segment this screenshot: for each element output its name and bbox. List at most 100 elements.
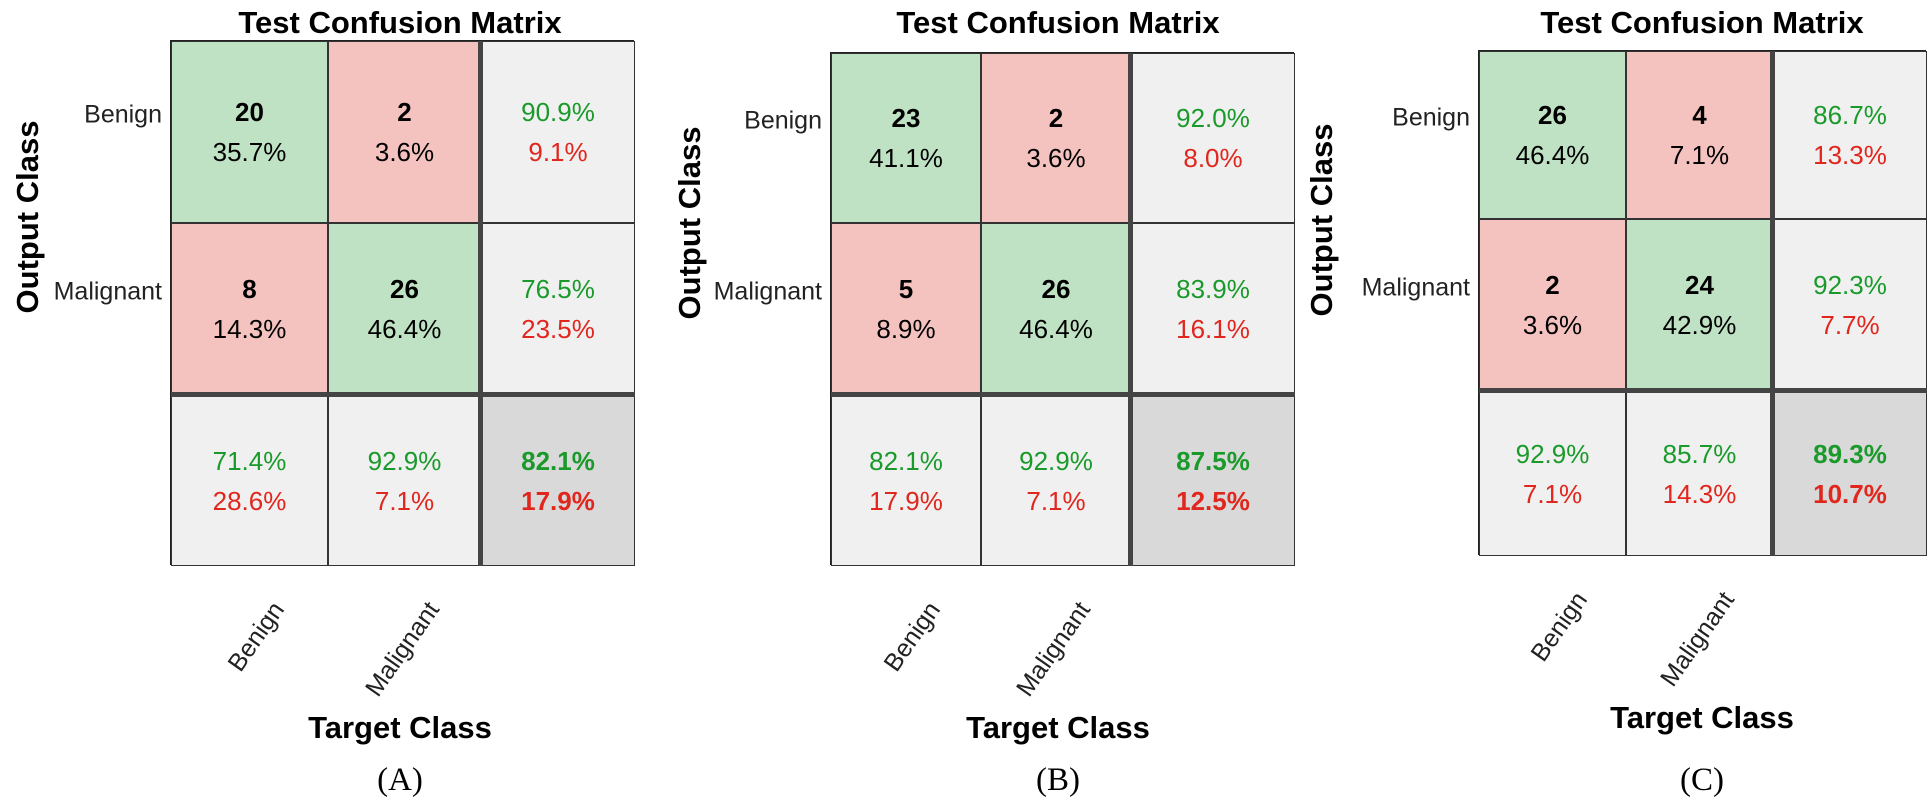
- correct-cell: 24 42.9%: [1626, 219, 1773, 391]
- error-rate-value: 8.0%: [1183, 143, 1243, 173]
- recall-value: 82.1%: [869, 445, 943, 476]
- recall-value: 92.9%: [1515, 438, 1590, 469]
- cell-percentage: 42.9%: [1662, 310, 1737, 340]
- cell-count: 8: [242, 274, 257, 304]
- column-tick-label: Malignant: [1654, 586, 1740, 692]
- cell-percentage: 46.4%: [1019, 314, 1093, 344]
- cell-count: 5: [898, 274, 914, 304]
- chart-title: Test Confusion Matrix: [1540, 5, 1864, 40]
- y-axis-label: Output Class: [1304, 123, 1339, 317]
- column-summary-cell: 92.9% 7.1%: [1479, 391, 1626, 556]
- row-summary-cell: 90.9% 9.1%: [481, 41, 635, 223]
- row-tick-label: Benign: [84, 100, 162, 129]
- error-cell: 5 8.9%: [831, 223, 981, 395]
- row-summary-cell: 92.3% 7.7%: [1773, 219, 1927, 391]
- row-summary-cell: 86.7% 13.3%: [1773, 51, 1927, 219]
- overall-error-value: 12.5%: [1176, 485, 1250, 516]
- error-rate-value: 9.1%: [528, 137, 588, 167]
- miss-rate-value: 7.1%: [374, 485, 435, 516]
- error-cell: 2 3.6%: [981, 53, 1131, 223]
- cell-count: 2: [1545, 270, 1560, 300]
- miss-rate-value: 14.3%: [1662, 478, 1737, 509]
- column-summary-cell: 92.9% 7.1%: [328, 395, 481, 566]
- cell-percentage: 46.4%: [1515, 140, 1590, 170]
- confusion-matrix-grid: 26 46.4% 4 7.1% 2 3.6% 24 42.9% 86.7% 13.3% 92.3% 7…: [1478, 50, 1927, 556]
- panel-caption: (A): [377, 762, 423, 798]
- error-cell: 2 3.6%: [328, 41, 481, 223]
- chart-title: Test Confusion Matrix: [896, 5, 1220, 40]
- summary-separator-horizontal: [171, 392, 635, 397]
- cell-percentage: 3.6%: [1522, 310, 1583, 340]
- row-tick-label: Malignant: [1361, 273, 1470, 302]
- confusion-matrix-grid: 23 41.1% 2 3.6% 5 8.9% 26 46.4% 92.0% 8.0% 83.9% 16…: [830, 52, 1295, 566]
- panel-caption: (B): [1036, 762, 1080, 798]
- row-tick-label: Benign: [744, 106, 822, 135]
- x-axis-label: Target Class: [308, 710, 492, 745]
- error-rate-value: 13.3%: [1813, 140, 1887, 170]
- cell-count: 26: [1538, 100, 1567, 130]
- correct-cell: 23 41.1%: [831, 53, 981, 223]
- cell-percentage: 3.6%: [374, 137, 435, 167]
- summary-separator-horizontal: [831, 392, 1295, 397]
- cell-percentage: 8.9%: [876, 314, 936, 344]
- miss-rate-value: 28.6%: [212, 485, 287, 516]
- miss-rate-value: 7.1%: [1522, 478, 1583, 509]
- error-rate-value: 23.5%: [521, 314, 595, 344]
- overall-accuracy-cell: 82.1% 17.9%: [481, 395, 635, 566]
- miss-rate-value: 7.1%: [1026, 485, 1086, 516]
- cell-count: 2: [1048, 103, 1064, 133]
- x-axis-label: Target Class: [1610, 700, 1794, 735]
- column-summary-cell: 85.7% 14.3%: [1626, 391, 1773, 556]
- column-tick-label: Benign: [1524, 586, 1593, 667]
- summary-separator-vertical: [478, 41, 483, 566]
- overall-error-value: 17.9%: [521, 485, 595, 516]
- correct-cell: 26 46.4%: [1479, 51, 1626, 219]
- recall-value: 85.7%: [1662, 438, 1737, 469]
- precision-value: 92.3%: [1813, 270, 1887, 300]
- cell-count: 24: [1685, 270, 1714, 300]
- summary-separator-vertical: [1770, 51, 1775, 556]
- row-tick-label: Malignant: [53, 277, 162, 306]
- cell-count: 26: [1041, 274, 1071, 304]
- chart-title: Test Confusion Matrix: [238, 5, 562, 40]
- x-axis-label: Target Class: [966, 710, 1150, 745]
- error-cell: 8 14.3%: [171, 223, 328, 395]
- correct-cell: 26 46.4%: [328, 223, 481, 395]
- overall-accuracy-value: 87.5%: [1176, 445, 1250, 476]
- error-cell: 4 7.1%: [1626, 51, 1773, 219]
- error-rate-value: 7.7%: [1820, 310, 1880, 340]
- correct-cell: 26 46.4%: [981, 223, 1131, 395]
- precision-value: 83.9%: [1176, 274, 1250, 304]
- overall-error-value: 10.7%: [1813, 478, 1887, 509]
- recall-value: 71.4%: [212, 445, 287, 476]
- column-summary-cell: 71.4% 28.6%: [171, 395, 328, 566]
- overall-accuracy-cell: 87.5% 12.5%: [1131, 395, 1295, 566]
- error-cell: 2 3.6%: [1479, 219, 1626, 391]
- cell-count: 23: [891, 103, 921, 133]
- precision-value: 76.5%: [521, 274, 595, 304]
- row-summary-cell: 76.5% 23.5%: [481, 223, 635, 395]
- overall-accuracy-value: 89.3%: [1813, 438, 1887, 469]
- overall-accuracy-cell: 89.3% 10.7%: [1773, 391, 1927, 556]
- recall-value: 92.9%: [367, 445, 442, 476]
- precision-value: 90.9%: [521, 97, 595, 127]
- cell-count: 20: [235, 97, 264, 127]
- cell-count: 4: [1692, 100, 1707, 130]
- row-summary-cell: 92.0% 8.0%: [1131, 53, 1295, 223]
- cell-percentage: 3.6%: [1026, 143, 1086, 173]
- panel-caption: (C): [1680, 762, 1724, 798]
- row-summary-cell: 83.9% 16.1%: [1131, 223, 1295, 395]
- cell-count: 2: [397, 97, 412, 127]
- column-summary-cell: 82.1% 17.9%: [831, 395, 981, 566]
- cell-percentage: 35.7%: [212, 137, 287, 167]
- precision-value: 92.0%: [1176, 103, 1250, 133]
- cell-percentage: 46.4%: [367, 314, 442, 344]
- precision-value: 86.7%: [1813, 100, 1887, 130]
- cell-count: 26: [390, 274, 419, 304]
- recall-value: 92.9%: [1019, 445, 1093, 476]
- cell-percentage: 41.1%: [869, 143, 943, 173]
- miss-rate-value: 17.9%: [869, 485, 943, 516]
- error-rate-value: 16.1%: [1176, 314, 1250, 344]
